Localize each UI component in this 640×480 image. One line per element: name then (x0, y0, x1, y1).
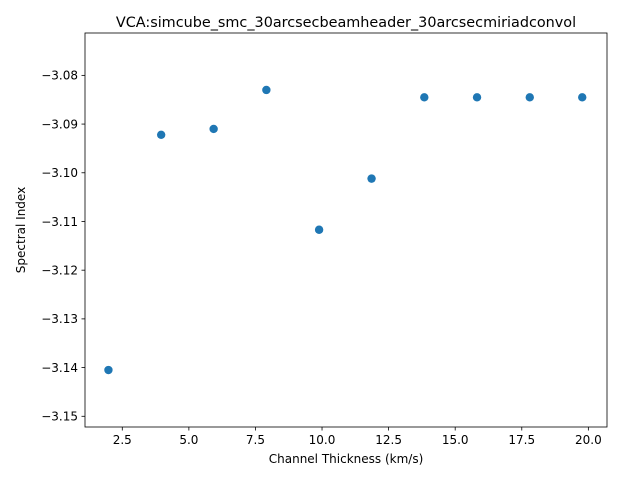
y-axis-label: Spectral Index (14, 187, 28, 273)
data-point-2 (156, 130, 166, 139)
x-tick-label: 2.5 (113, 433, 132, 447)
x-tick-label: 20.0 (575, 433, 602, 447)
data-point-9 (525, 93, 534, 102)
axis-ticks: 2.5 5.0 7.5 10.0 12.5 15.0 17.5 20.0 −3.15 −3.14 −… (41, 69, 601, 447)
y-tick-label: −3.11 (41, 215, 78, 229)
x-tick-label: 7.5 (246, 433, 265, 447)
chart-title: VCA:simcube_smc_30arcsecbeamheader_30arc… (116, 15, 576, 31)
y-tick-label: −3.13 (41, 312, 78, 326)
x-tick-label: 5.0 (179, 433, 198, 447)
y-tick-label: −3.14 (41, 361, 78, 375)
data-point-3 (209, 124, 218, 134)
x-tick-label: 12.5 (375, 433, 402, 447)
y-tick-label: −3.12 (41, 263, 78, 277)
x-tick-label: 15.0 (442, 433, 469, 447)
data-point-6 (367, 174, 376, 183)
y-tick-label: −3.09 (41, 117, 78, 131)
data-point-7 (420, 93, 429, 102)
data-point-4 (262, 85, 271, 95)
x-tick-label: 10.0 (309, 433, 336, 447)
plot-frame (84, 32, 608, 428)
data-point-1 (104, 365, 113, 375)
y-tick-label: −3.08 (41, 69, 78, 83)
x-tick-label: 17.5 (508, 433, 535, 447)
data-point-10 (578, 93, 587, 102)
y-tick-label: −3.15 (41, 410, 78, 424)
data-point-5 (314, 225, 324, 234)
x-axis-label: Channel Thickness (km/s) (269, 452, 424, 466)
data-points (104, 85, 587, 375)
y-tick-label: −3.10 (41, 166, 78, 180)
data-point-8 (472, 93, 482, 102)
